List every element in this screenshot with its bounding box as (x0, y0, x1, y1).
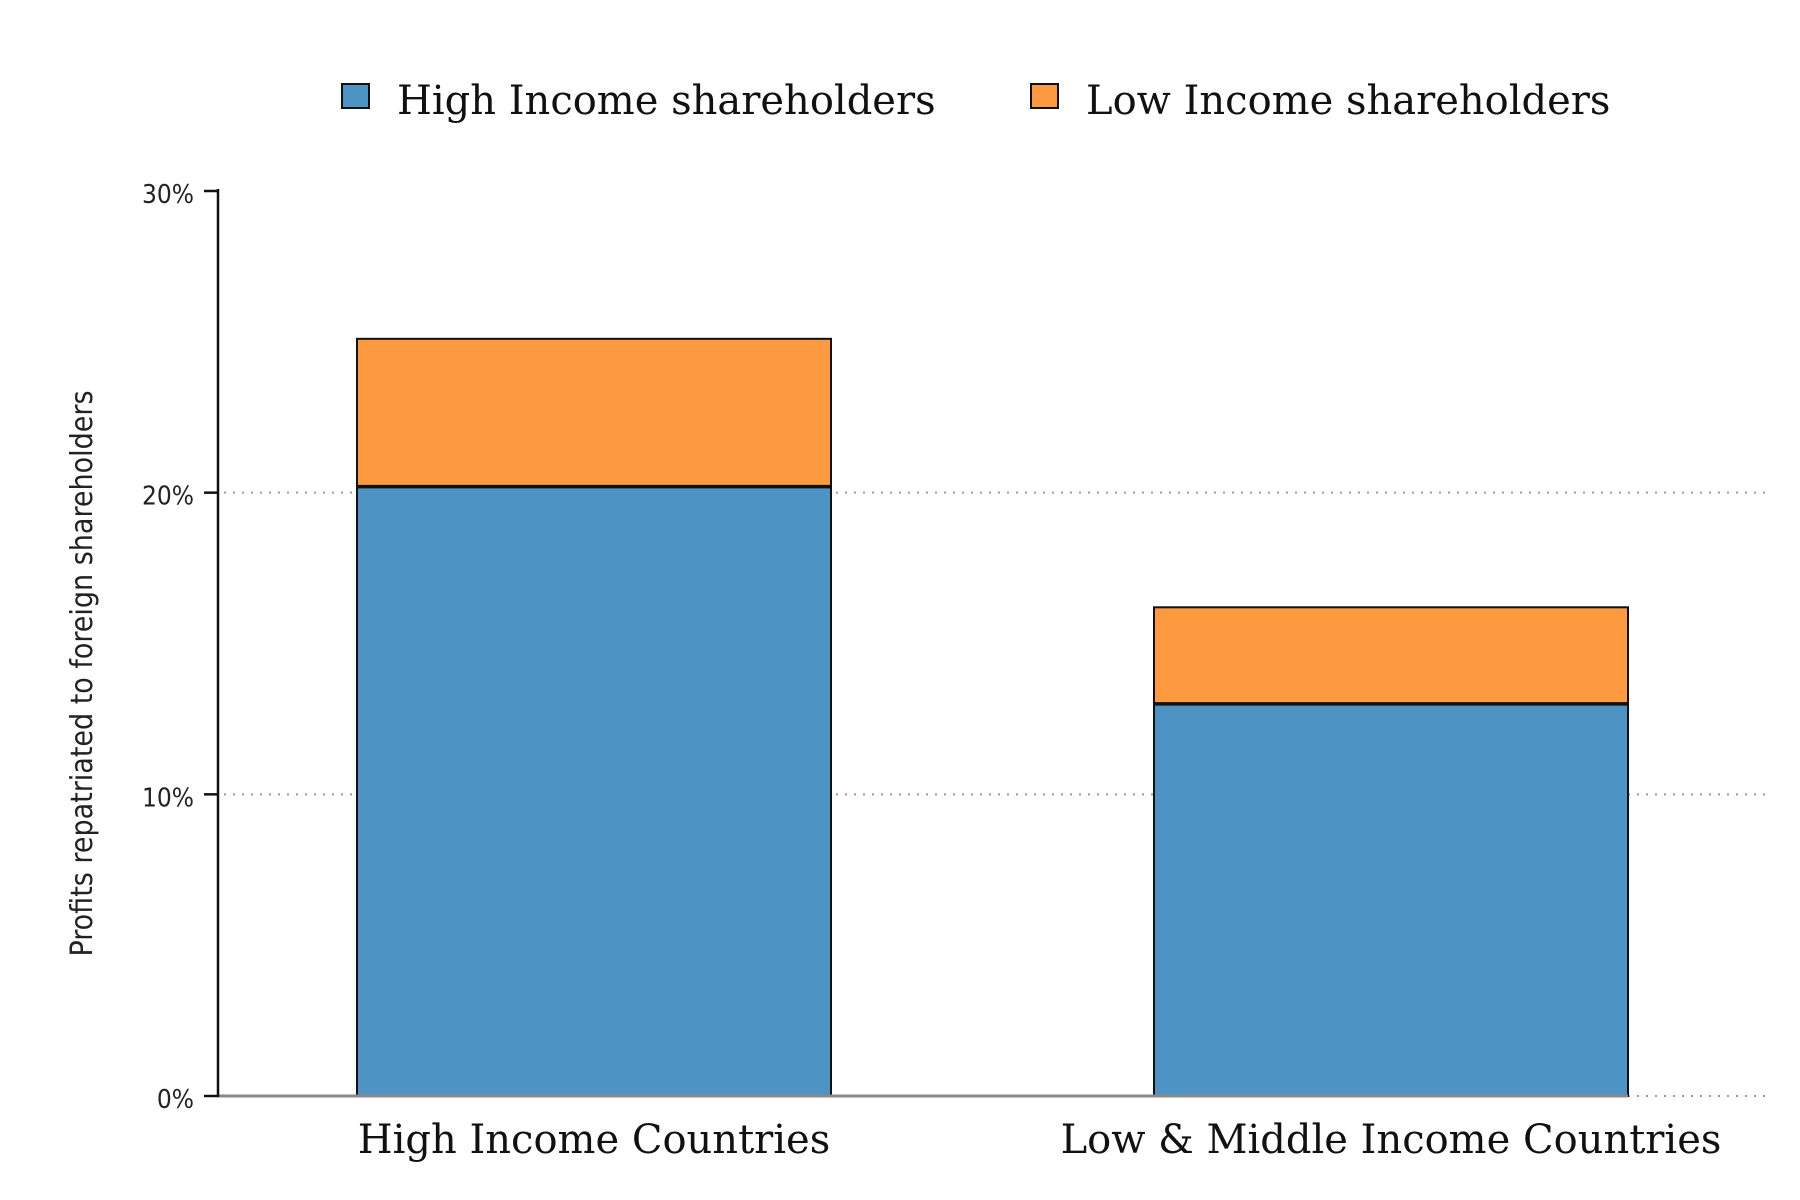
bar-segment-high-income-shareholders (356, 485, 832, 1097)
bar-segment-low-income-shareholders (356, 337, 832, 488)
y-tick-label: 10% (142, 783, 194, 813)
legend-swatch (341, 83, 370, 109)
legend: High Income shareholders Low Income share… (341, 78, 1610, 124)
legend-label: High Income shareholders (397, 78, 936, 124)
y-axis: 0% 10% 20% 30% (142, 180, 220, 1115)
y-tick-label: 30% (142, 180, 194, 210)
bar-segment-high-income-shareholders (1153, 702, 1629, 1097)
legend-label: Low Income shareholders (1086, 78, 1610, 124)
y-axis-label: Profits repatriated to foreign sharehold… (65, 390, 100, 956)
y-tick-label: 0% (157, 1085, 194, 1115)
category-label: High Income Countries (358, 1117, 831, 1163)
legend-swatch (1030, 83, 1059, 109)
y-tick-label: 20% (142, 482, 194, 512)
category-label: Low & Middle Income Countries (1061, 1117, 1722, 1163)
category-labels: High Income Countries Low & Middle Income… (358, 1117, 1722, 1163)
bars (218, 337, 1629, 1098)
bar-segment-low-income-shareholders (1153, 606, 1629, 705)
